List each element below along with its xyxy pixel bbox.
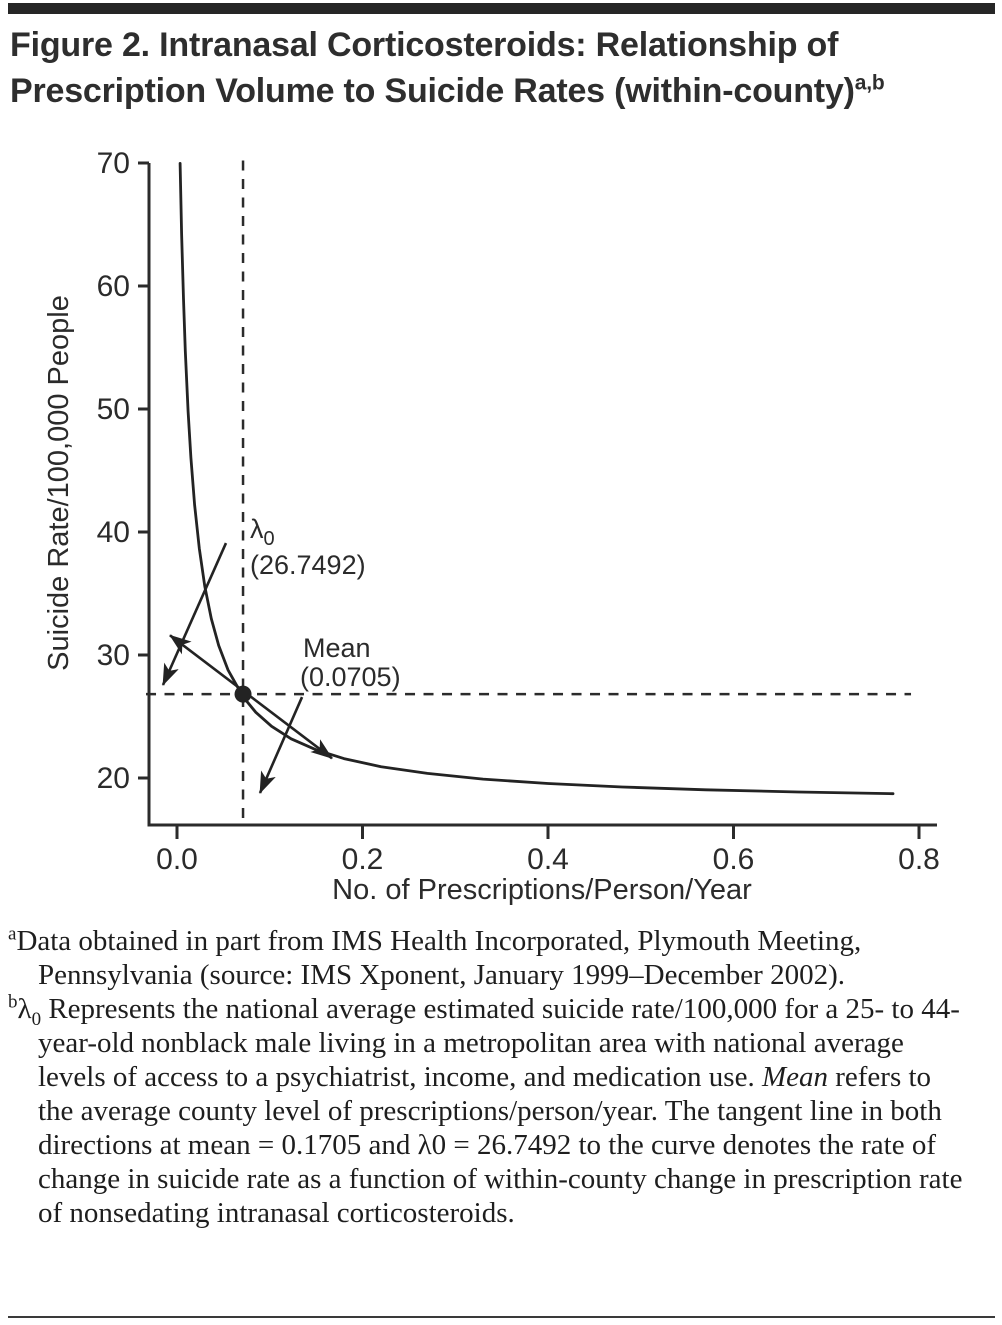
- mean-label: Mean: [303, 633, 371, 663]
- lambda0-value: (26.7492): [250, 550, 366, 580]
- figure-footnotes: aData obtained in part from IMS Health I…: [8, 924, 968, 1230]
- y-axis-title: Suicide Rate/100,000 People: [43, 295, 75, 671]
- x-tick-label: 0.8: [898, 843, 940, 876]
- figure-title: Figure 2. Intranasal Corticosteroids: Re…: [10, 22, 885, 114]
- chart-svg: 70 60 50 40 30 20 0.0 0.2 0.4 0.6 0.8 No. of Prescr…: [43, 147, 940, 906]
- footnote-a: aData obtained in part from IMS Health I…: [8, 924, 968, 992]
- figure-title-line2: Prescription Volume to Suicide Rates (wi…: [10, 72, 855, 110]
- lambda0-label: λ0: [250, 514, 275, 550]
- y-tick-label: 60: [97, 270, 130, 303]
- footnote-b-mean-italic: Mean: [761, 1061, 828, 1093]
- direction-arrow: [161, 542, 228, 686]
- figure-bottom-border: [8, 1316, 995, 1318]
- lambda-symbol: λ: [17, 993, 32, 1025]
- figure-title-line1: Figure 2. Intranasal Corticosteroids: Re…: [10, 26, 839, 64]
- x-tick-label: 0.4: [527, 843, 569, 876]
- y-tick-label: 30: [97, 639, 130, 672]
- x-tick-label: 0.2: [342, 843, 384, 876]
- footnote-b-text-1: Represents the national average estimate…: [38, 993, 960, 1093]
- direction-arrow: [258, 696, 304, 794]
- mean-value: (0.0705): [300, 662, 401, 692]
- y-tick-label: 20: [97, 762, 130, 795]
- x-tick-label: 0.6: [713, 843, 755, 876]
- figure-top-border: [8, 3, 995, 14]
- lambda-subscript: 0: [31, 1008, 42, 1030]
- footnote-b-text-2: refers to the average county level of pr…: [38, 1061, 963, 1229]
- figure-title-superscript: a,b: [854, 71, 885, 95]
- suicide-rate-curve: [178, 161, 895, 796]
- y-tick-label: 40: [97, 516, 130, 549]
- axes: [147, 163, 937, 827]
- y-tick-label: 70: [97, 147, 130, 180]
- mean-point-dot: [234, 685, 252, 703]
- y-tick-label: 50: [97, 393, 130, 426]
- footnote-a-text: Data obtained in part from IMS Health In…: [16, 925, 862, 991]
- footnote-a-marker: a: [8, 923, 17, 945]
- footnote-b: bλ0 Represents the national average esti…: [8, 992, 968, 1230]
- x-axis-title: No. of Prescriptions/Person/Year: [332, 874, 752, 906]
- x-tick-label: 0.0: [156, 843, 198, 876]
- footnote-b-marker: b: [8, 991, 18, 1013]
